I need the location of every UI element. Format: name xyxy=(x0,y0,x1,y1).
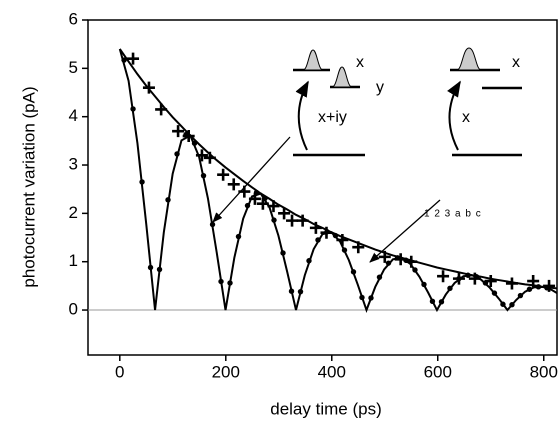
annotation: y xyxy=(376,79,384,96)
x-tick-label: 600 xyxy=(424,362,452,381)
y-tick-label: 3 xyxy=(69,155,78,174)
y-axis-label: photocurrent variation (pA) xyxy=(19,86,38,287)
inset-left xyxy=(212,49,365,223)
plus-point xyxy=(286,214,299,227)
annotation: 1 2 3 a b c xyxy=(424,209,482,220)
x-tick-label: 0 xyxy=(115,362,124,381)
plus-point xyxy=(238,185,251,198)
inset-right xyxy=(369,47,522,263)
x-tick-label: 800 xyxy=(530,362,558,381)
plot-frame xyxy=(87,19,558,356)
y-tick-label: 2 xyxy=(69,203,78,222)
x-tick-label: 200 xyxy=(212,362,240,381)
y-tick-label: 5 xyxy=(69,58,78,77)
plus-point xyxy=(127,52,140,65)
annotation: x+iy xyxy=(318,109,347,126)
y-tick-label: 1 xyxy=(69,251,78,270)
fit-curve xyxy=(118,48,557,313)
y-tick-label: 4 xyxy=(69,106,78,125)
y-tick-label: 0 xyxy=(69,300,78,319)
annotation: x xyxy=(462,109,470,126)
plus-point xyxy=(217,168,230,181)
y-tick-label: 6 xyxy=(69,9,78,28)
x-axis-label: delay time (ps) xyxy=(270,399,381,418)
plus-point xyxy=(227,178,240,191)
x-tick-label: 400 xyxy=(318,362,346,381)
annotation: x xyxy=(512,54,520,71)
plot-area xyxy=(118,48,557,313)
fit-curve xyxy=(118,48,557,290)
plus-point xyxy=(172,125,185,138)
plus-point xyxy=(278,207,291,220)
plus-point xyxy=(309,221,322,234)
plus-point xyxy=(437,270,450,283)
annotation: x xyxy=(356,54,364,71)
